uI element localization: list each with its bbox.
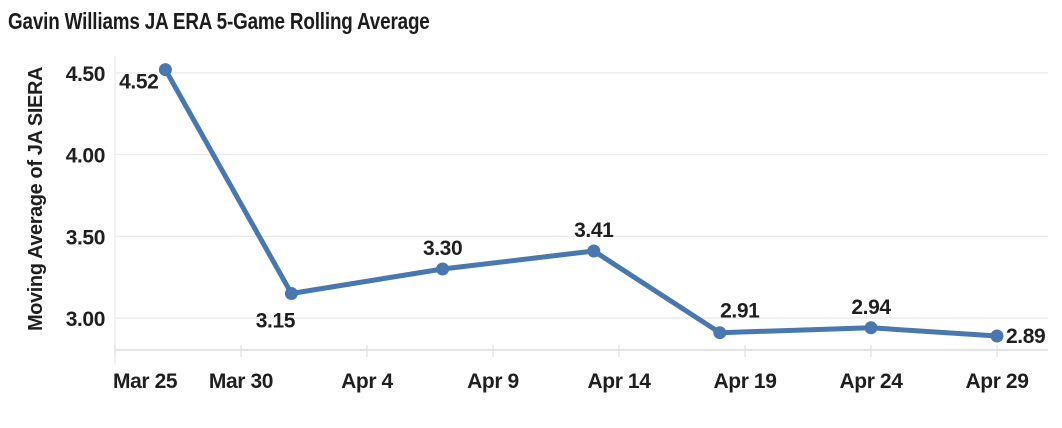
x-tick-label: Apr 9 xyxy=(467,370,519,393)
data-point-label: 2.91 xyxy=(720,300,760,323)
chart-title: Gavin Williams JA ERA 5-Game Rolling Ave… xyxy=(8,8,430,34)
data-point-label: 3.15 xyxy=(256,309,296,332)
x-tick-label: Mar 30 xyxy=(209,370,273,393)
data-point-label: 3.41 xyxy=(574,219,614,242)
x-tick-label: Mar 25 xyxy=(113,370,178,393)
y-tick-label: 4.00 xyxy=(66,145,105,168)
data-point xyxy=(990,329,1004,343)
data-point xyxy=(864,321,878,335)
data-point xyxy=(587,244,601,258)
data-point xyxy=(436,262,450,276)
y-axis-title: Moving Average of JA SIERA xyxy=(25,67,47,331)
x-tick-label: Apr 14 xyxy=(588,370,652,393)
data-point-label: 3.30 xyxy=(423,237,462,260)
y-tick-label: 4.50 xyxy=(66,63,105,86)
y-tick-label: 3.00 xyxy=(66,308,105,331)
x-tick-label: Apr 19 xyxy=(714,370,777,393)
data-point xyxy=(713,326,727,340)
y-tick-label: 3.50 xyxy=(66,226,105,249)
data-point xyxy=(158,63,172,77)
data-point-label: 2.94 xyxy=(851,296,891,319)
x-tick-label: Apr 24 xyxy=(840,370,904,393)
data-point-label: 2.89 xyxy=(1006,325,1045,348)
data-point-label: 4.52 xyxy=(119,71,158,94)
x-tick-label: Apr 29 xyxy=(966,370,1029,393)
data-point xyxy=(284,286,298,300)
x-tick-label: Apr 4 xyxy=(341,370,393,393)
